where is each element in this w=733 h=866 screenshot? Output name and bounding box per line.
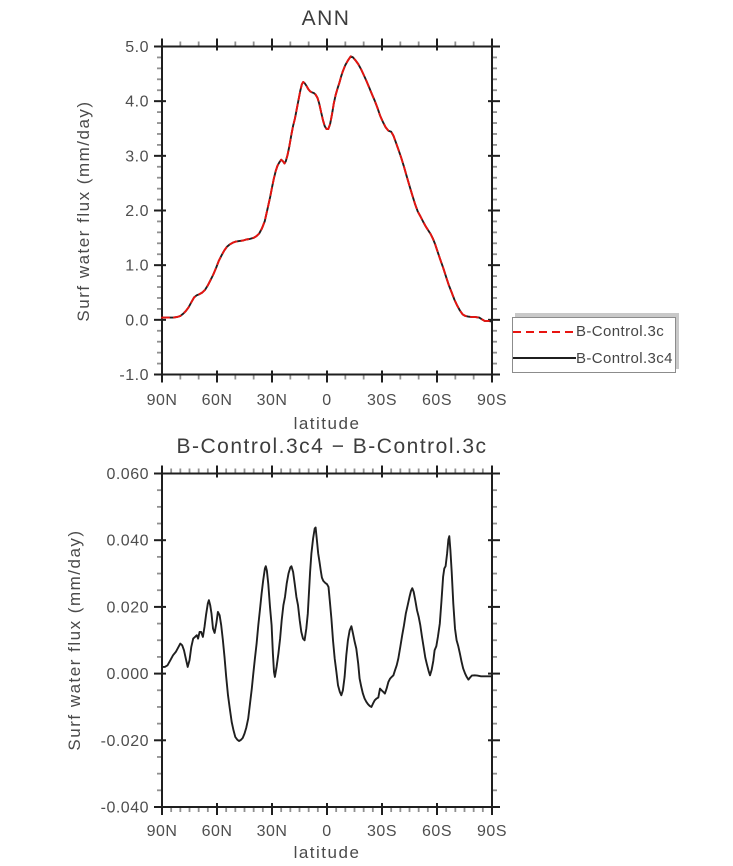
series-b-control.3c4-minus-b-control.3c [161,526,493,742]
y-tick-label: 2.0 [125,203,149,220]
y-tick-label: 0.000 [106,666,149,683]
y-tick-label: -1.0 [119,367,149,384]
legend-label: B-Control.3c [576,323,665,341]
chart1-y-axis-title: Surf water flux (mm/day) [74,100,93,321]
x-tick-label: 60S [422,392,452,409]
y-tick-label: 0.0 [125,312,149,329]
difference-chart-graphics: 90N 60N 30N 0 30S 60S 90S 0.060 0.040 0.020 0.000 -… [101,465,507,840]
y-tick-label: 1.0 [125,258,149,275]
chart1-title: ANN [302,7,351,30]
y-tick-label: -0.040 [101,800,149,817]
plot-frame [161,472,493,808]
y-tick-label: 5.0 [125,39,149,56]
legend-box: B-Control.3c B-Control.3c4 [512,317,676,373]
red-dashed-line-sample [513,330,576,333]
x-tick-label: 90S [477,823,507,840]
x-tick-label: 60S [422,823,452,840]
legend-label: B-Control.3c4 [576,349,673,367]
chart1-x-axis-title: latitude [294,414,361,433]
x-tick-label: 30S [367,823,397,840]
black-solid-line-sample [513,357,576,360]
y-tick-label: 0.040 [106,533,149,550]
x-tick-label: 0 [322,823,331,840]
y-tick-label: 4.0 [125,94,149,111]
x-tick-label: 0 [322,392,331,409]
y-tick-label: -0.020 [101,733,149,750]
x-tick-label: 90S [477,392,507,409]
chart2-title: B-Control.3c4 − B-Control.3c [176,435,487,458]
x-tick-label: 30N [257,823,288,840]
x-tick-label: 90N [147,823,178,840]
x-tick-label: 60N [202,823,233,840]
plot-frame [161,45,493,376]
x-tick-label: 30N [257,392,288,409]
legend-entry-bcontrol3c: B-Control.3c [513,319,675,345]
chart2-x-axis-title: latitude [294,843,361,862]
y-tick-label: 0.020 [106,599,149,616]
x-tick-label: 90N [147,392,178,409]
x-tick-label: 60N [202,392,233,409]
chart2-y-axis-title: Surf water flux (mm/day) [65,529,84,750]
y-tick-label: 0.060 [106,466,149,483]
series-b-control.3c4 [161,55,493,323]
x-tick-label: 30S [367,392,397,409]
legend-entry-bcontrol3c4: B-Control.3c4 [513,345,675,371]
series-b-control.3c [161,55,493,323]
ann-chart-graphics: 90N 60N 30N 0 30S 60S 90S 5.0 4.0 3.0 2.0 1.0 0.0 -1.… [119,38,507,409]
y-tick-label: 3.0 [125,148,149,165]
